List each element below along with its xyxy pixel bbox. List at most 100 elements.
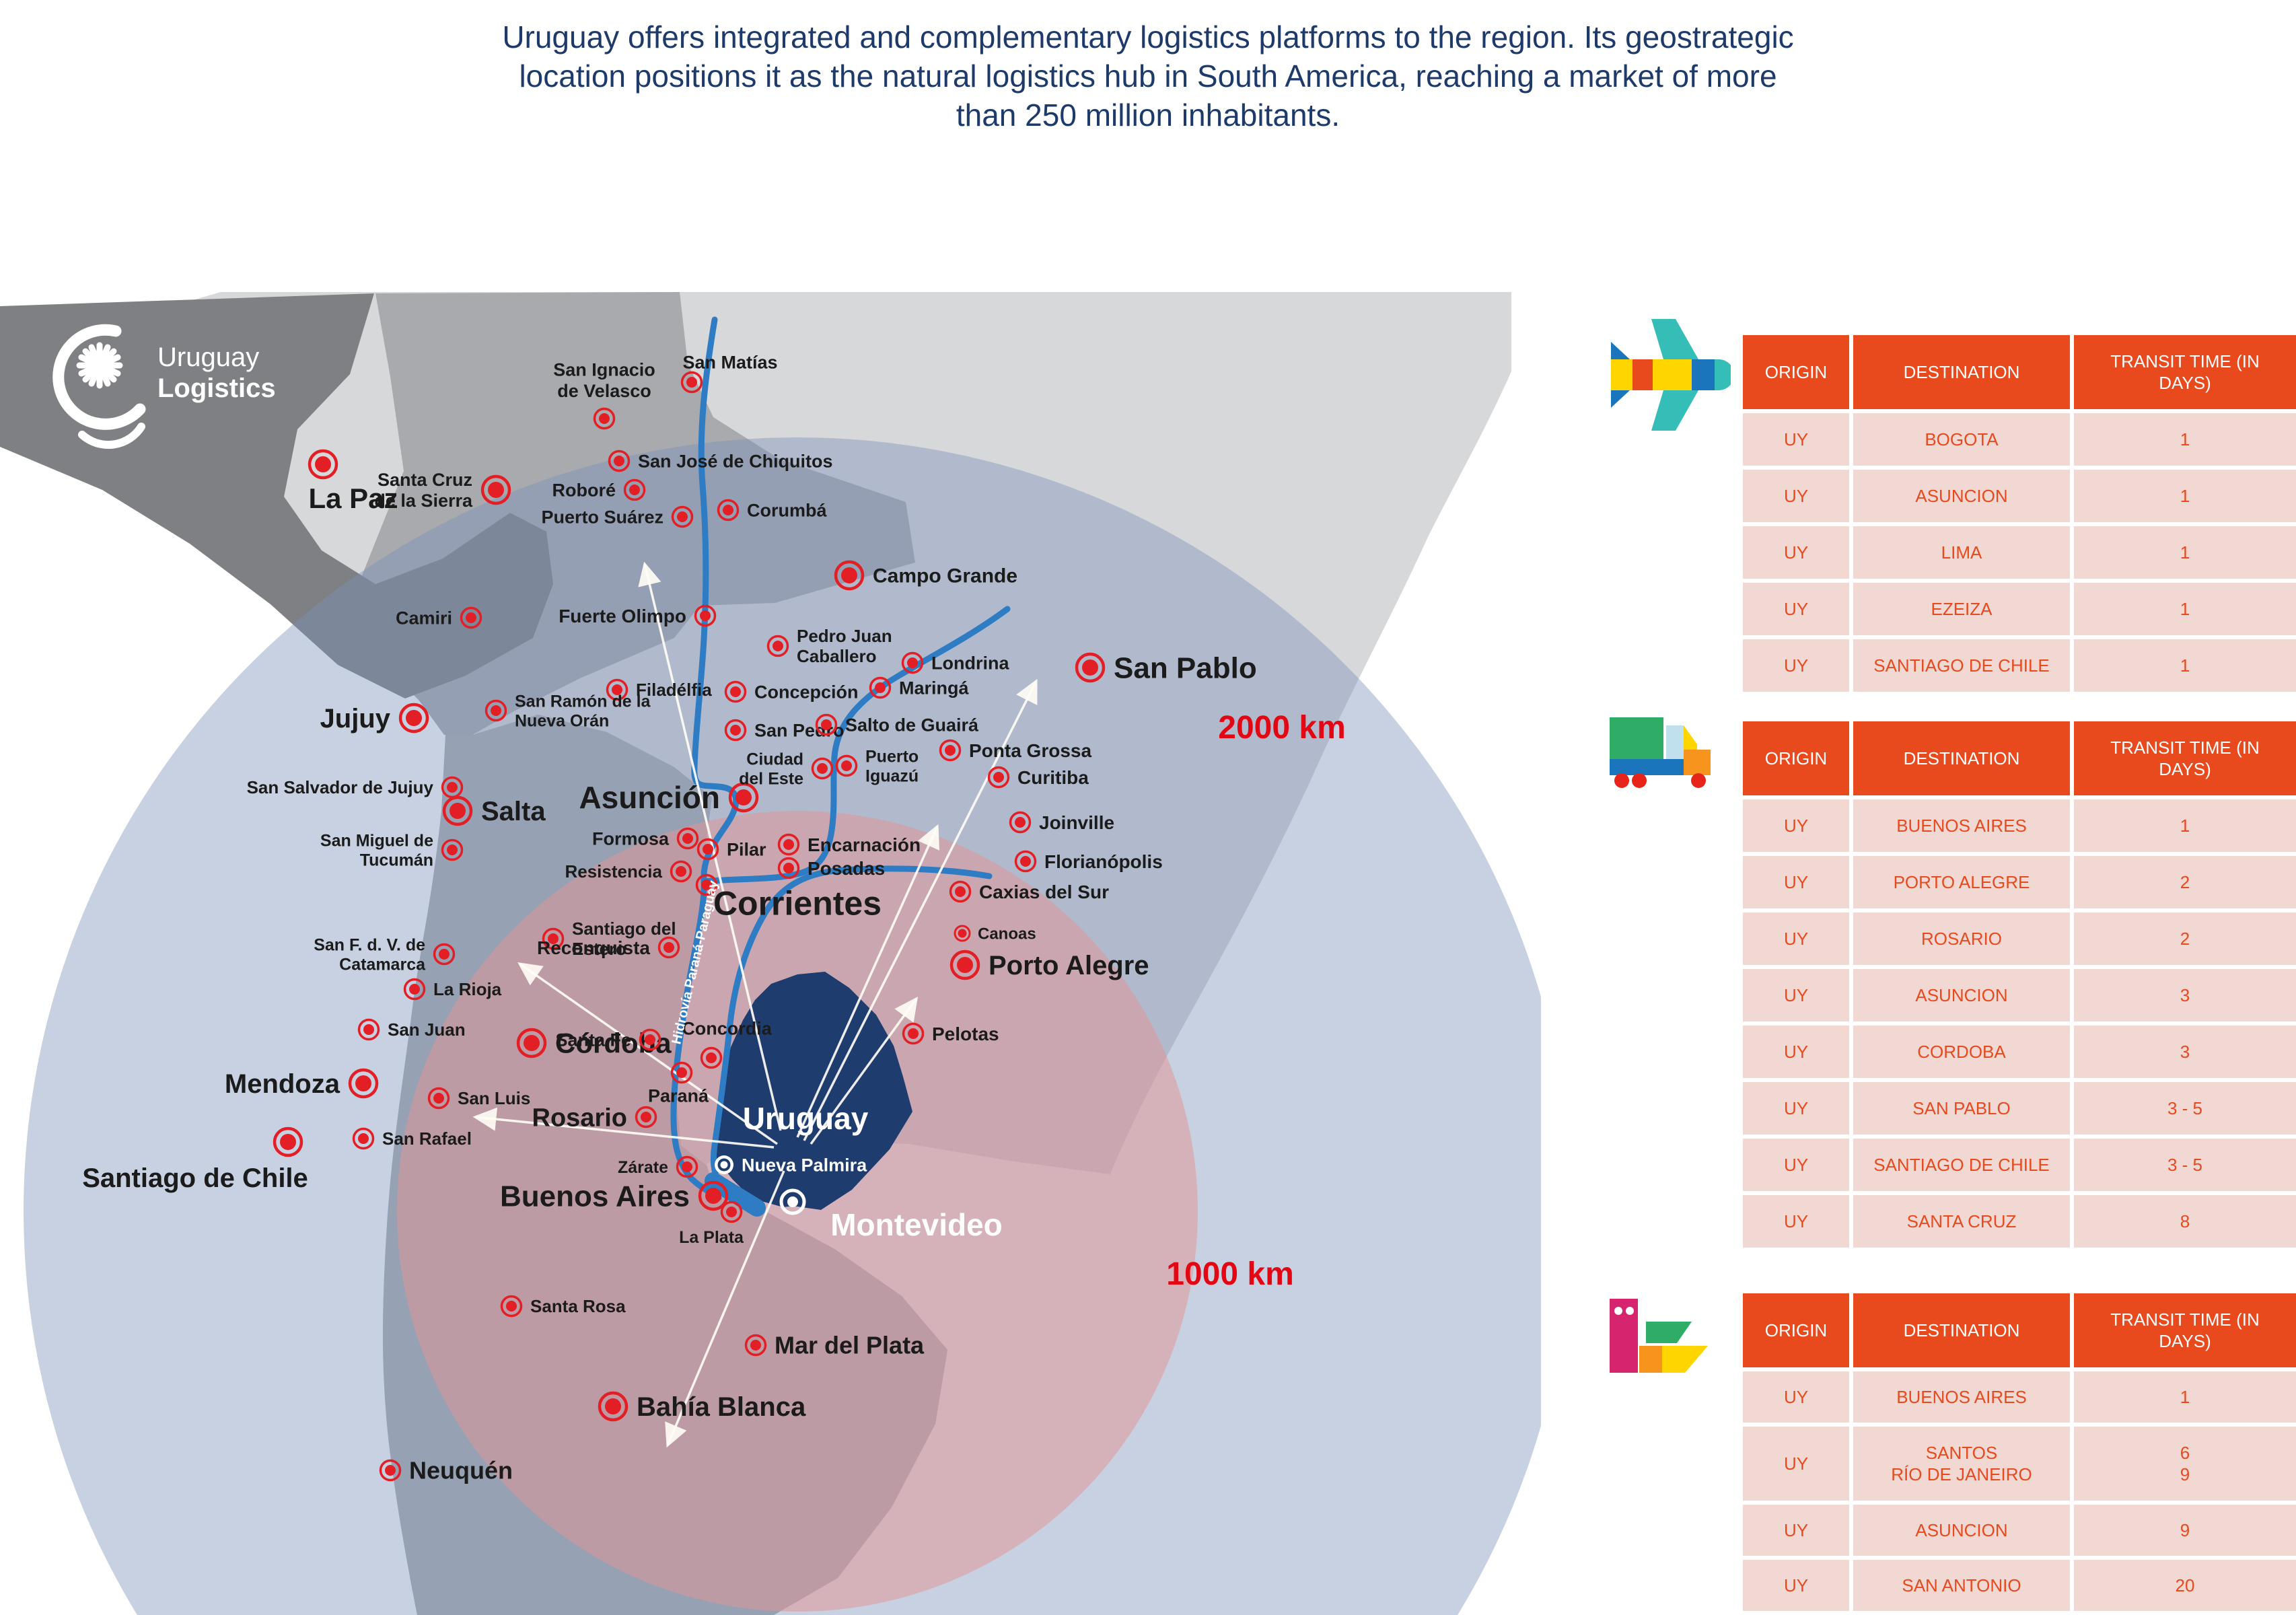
- city-dot-core: [358, 1133, 369, 1144]
- city-dot-core: [315, 456, 331, 472]
- city-dot-ring: [352, 1127, 375, 1150]
- table-cell-transit-time: 2: [2074, 912, 2296, 965]
- table-cell-origin: UY: [1743, 526, 1849, 579]
- city-dot: [834, 560, 865, 591]
- city-label-text: Nueva Orán: [515, 711, 609, 730]
- peru-dark-region: [0, 293, 553, 698]
- city-label: La Paz: [308, 482, 398, 514]
- table-cell-destination: SANTIAGO DE CHILE: [1853, 639, 2070, 692]
- city-dot-ring: [720, 1200, 743, 1223]
- city-dot-core: [705, 1188, 721, 1204]
- city-dot-ring: [639, 1028, 661, 1051]
- city-label-text: Zárate: [618, 1158, 668, 1177]
- city-label-text: San Salvador de Jujuy: [247, 777, 434, 797]
- table-cell-transit-time: 3: [2074, 1026, 2296, 1078]
- city-label-text: San Rafael: [382, 1128, 472, 1149]
- city-label-text: Jujuy: [320, 704, 391, 733]
- city-dot: [1075, 652, 1106, 683]
- city-dot-core: [783, 839, 794, 850]
- city-label-text: Paraná: [648, 1086, 709, 1106]
- table-cell-destination: EZEIZA: [1853, 583, 2070, 635]
- city-label: Buenos Aires: [500, 1180, 690, 1213]
- city-label: Camiri: [396, 608, 452, 628]
- city-dot-core: [363, 1024, 374, 1035]
- city-dot-core: [605, 1398, 621, 1414]
- city-dot: [348, 1068, 379, 1099]
- city-dot-core: [488, 482, 504, 498]
- city-dot-ring: [676, 827, 699, 850]
- city-dot: [949, 949, 980, 980]
- city-dot: [542, 927, 565, 950]
- city-label: Filadélfia: [636, 680, 712, 700]
- city-dot: [744, 1334, 767, 1357]
- city-dot-core: [612, 684, 622, 695]
- city-dot-ring: [480, 474, 511, 505]
- city-dot-ring: [379, 1459, 402, 1482]
- city-label-text: Curitiba: [1017, 767, 1089, 788]
- city-dot-ring: [835, 754, 858, 777]
- city-dot: [352, 1127, 375, 1150]
- table-cell-destination: LIMA: [1853, 526, 2070, 579]
- city-dot-core: [599, 413, 610, 424]
- logo-word-logistics: Logistics: [157, 373, 276, 403]
- logo-crescent: [52, 324, 146, 430]
- city-label: Corrientes: [713, 885, 882, 923]
- table-cell-transit-time: 1: [2074, 413, 2296, 466]
- ship-icon: [1610, 1299, 1708, 1373]
- city-dot: [427, 1087, 450, 1110]
- city-dot-core: [447, 782, 458, 793]
- city-dot-ring: [598, 1391, 629, 1422]
- city-label-text: Santa Rosa: [530, 1296, 626, 1316]
- city-dot-core: [993, 772, 1004, 783]
- city-dot-core: [629, 485, 640, 495]
- city-dot-ring: [357, 1018, 380, 1041]
- city-label: Posadas: [808, 858, 885, 879]
- city-dot: [939, 739, 962, 762]
- city-label: Canoas: [978, 925, 1036, 943]
- city-dot-core: [875, 682, 886, 693]
- city-label: Uruguay: [743, 1101, 869, 1136]
- city-dot-core: [682, 833, 693, 844]
- city-label: Mendoza: [225, 1069, 340, 1099]
- city-dot-core: [1020, 856, 1031, 867]
- table-cell-destination: PORTO ALEGRE: [1853, 856, 2070, 908]
- table-cell-transit-time: 3: [2074, 969, 2296, 1021]
- city-dot-core: [524, 1035, 540, 1051]
- city-dot-ring: [744, 1334, 767, 1357]
- table-cell-transit-time: 1: [2074, 526, 2296, 579]
- city-label: Santa Rosa: [530, 1296, 626, 1316]
- city-dot-core: [466, 612, 476, 623]
- city-label-text: Pedro Juan: [797, 626, 892, 646]
- city-label-text: Puerto: [865, 747, 919, 766]
- city-label-text: San F. d. V. de: [314, 935, 425, 954]
- city-dot-core: [730, 686, 741, 697]
- city-label-text: de la Sierra: [374, 491, 473, 511]
- city-label: Londrina: [931, 653, 1009, 673]
- city-dot: [273, 1126, 303, 1157]
- city-label-text: Caxias del Sur: [979, 882, 1109, 902]
- city-label-text: Montevideo: [830, 1207, 1003, 1242]
- city-dot-ring: [273, 1126, 303, 1157]
- city-label-text: San Pablo: [1114, 651, 1257, 684]
- city-dot-core: [907, 657, 918, 668]
- arrow-west: [472, 1107, 775, 1149]
- city-dot-ring: [593, 407, 616, 430]
- city-dot-ring: [815, 713, 838, 736]
- city-dot-core: [614, 456, 624, 466]
- city-dot-ring: [1014, 850, 1037, 873]
- city-dot: [777, 857, 800, 880]
- city-dot-core: [773, 641, 783, 651]
- city-label-text: Camiri: [396, 608, 452, 628]
- city-label-text: Concordia: [682, 1018, 772, 1038]
- table-cell-destination: BOGOTA: [1853, 413, 2070, 466]
- city-dot-ring: [694, 604, 717, 627]
- city-label: Caxias del Sur: [979, 882, 1109, 902]
- city-dot-core: [958, 929, 967, 938]
- city-dot: [724, 680, 747, 703]
- city-label-text: San Luis: [458, 1088, 530, 1108]
- city-label-text: Nueva Palmira: [742, 1155, 867, 1175]
- table-cell-origin: UY: [1743, 1139, 1849, 1191]
- city-dot-ring: [949, 949, 980, 980]
